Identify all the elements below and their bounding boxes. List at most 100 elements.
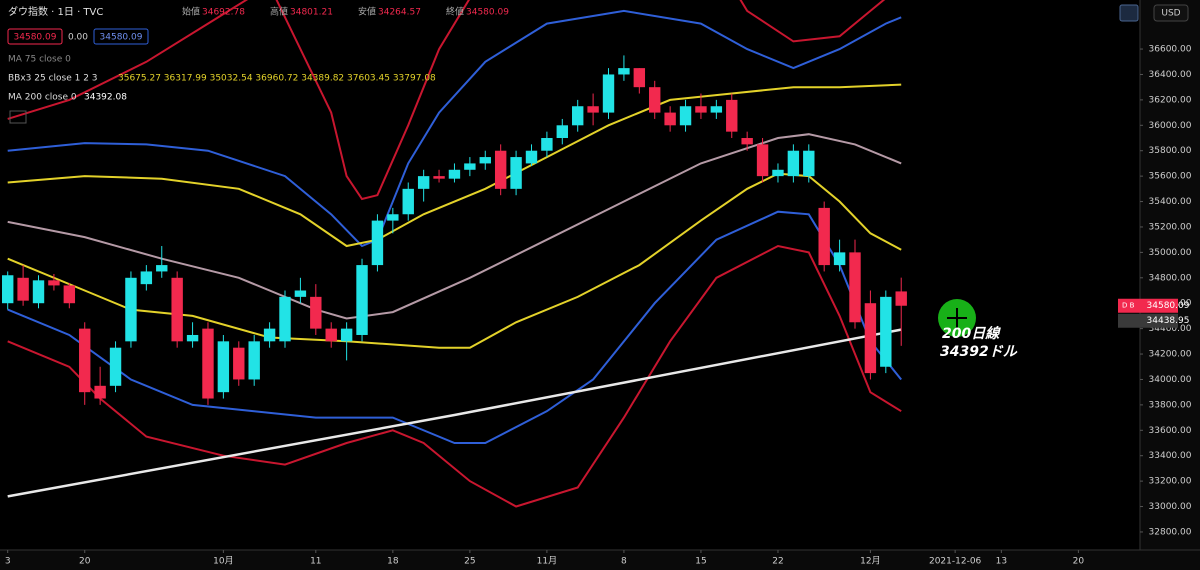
y-tick-label: 33400.00	[1149, 451, 1192, 461]
candle-body	[741, 138, 753, 145]
bid: 34580.09	[14, 33, 57, 43]
candle-body	[464, 163, 476, 170]
y-tick-label: 33800.00	[1149, 400, 1192, 410]
candle-body	[556, 125, 568, 139]
candle-body	[618, 68, 630, 75]
x-tick-label: 20	[79, 557, 91, 567]
ohlc-value: 34580.09	[466, 8, 509, 18]
indicator-line	[7, 328, 902, 498]
candle-body	[125, 277, 137, 342]
candle-body	[756, 144, 769, 177]
candle-body	[417, 176, 430, 189]
candle-body	[63, 285, 76, 304]
indicator-line	[7, 0, 886, 201]
ohlc-value: 34801.21	[290, 8, 333, 18]
candle-body	[371, 220, 384, 266]
x-tick-label: 20	[1073, 557, 1085, 567]
candle-body	[649, 87, 661, 113]
indicator-line	[7, 210, 902, 444]
time-axis-panel	[0, 550, 1200, 570]
candle-body	[94, 385, 106, 399]
candle-body	[233, 347, 245, 380]
candle-body	[217, 341, 230, 393]
ohlc-label: 終値	[446, 6, 464, 18]
candle-body	[602, 74, 615, 113]
y-tick-label: 33200.00	[1149, 477, 1192, 487]
indicator-label: BBx3 25 close 1 2 3	[8, 74, 98, 84]
price-flag-value: 34580.09	[1147, 301, 1190, 311]
x-tick-label: 2021-12-06	[929, 557, 982, 567]
symbol: ダウ指数 · 1日 · TVC	[8, 5, 103, 18]
candle-body	[479, 157, 491, 164]
plot-area	[2, 0, 907, 508]
indicator-label: MA 75 close 0	[8, 55, 71, 65]
candle-body	[32, 280, 45, 304]
candle-body	[864, 303, 877, 374]
y-tick-label: 36000.00	[1149, 121, 1192, 131]
ohlc-legend: 始値 34692.78 高値 34801.21 安値 34264.57 終値 34580.09	[182, 6, 509, 18]
spread: 0.00	[68, 33, 88, 43]
settings-button[interactable]	[1119, 4, 1139, 22]
y-tick-label: 32800.00	[1149, 527, 1192, 537]
candle-body	[772, 169, 784, 177]
y-tick-label: 35000.00	[1149, 248, 1192, 258]
indicator-values: 34392.08	[84, 93, 127, 103]
y-tick-label: 34200.00	[1149, 350, 1192, 360]
candle-body	[448, 169, 461, 179]
y-tick-label: 34800.00	[1149, 273, 1192, 283]
candle-body	[664, 112, 676, 126]
candle-body	[510, 157, 522, 189]
candle-body	[263, 328, 276, 342]
indicator-line	[7, 83, 902, 248]
x-tick-label: 15	[695, 557, 706, 567]
indicator-line	[7, 9, 902, 248]
candle-body	[679, 106, 692, 126]
candle-body	[186, 334, 199, 342]
candle-body	[726, 99, 738, 132]
ohlc-label: 高値	[270, 6, 288, 18]
candle-body	[325, 328, 337, 342]
y-tick-label: 34400.00	[1149, 324, 1192, 334]
ohlc-value: 34264.57	[378, 8, 421, 18]
y-tick-label: 33000.00	[1149, 502, 1192, 512]
candle-body	[279, 296, 291, 342]
candle-body	[695, 106, 707, 113]
candle-body	[833, 252, 846, 266]
candle-body	[572, 106, 584, 126]
price-flag-label: D B	[1122, 302, 1135, 310]
x-tick-label: 3	[5, 557, 11, 567]
candle-body	[79, 328, 91, 393]
candle-body	[356, 265, 368, 335]
currency-box[interactable]	[1153, 4, 1189, 22]
y-tick-label: 35200.00	[1149, 222, 1192, 232]
x-tick-label: 12月	[860, 556, 880, 567]
candle-body	[710, 106, 723, 113]
y-tick-label: 36600.00	[1149, 45, 1192, 55]
x-tick-label: 11月	[537, 556, 557, 567]
indicator-line	[7, 133, 902, 320]
candle-body	[310, 296, 322, 329]
y-tick-label: 36400.00	[1149, 70, 1192, 80]
collapse-button[interactable]	[9, 110, 27, 124]
candle-body	[803, 150, 815, 177]
candle-body	[433, 176, 445, 179]
bid-box	[7, 28, 63, 45]
candle-body	[17, 277, 29, 301]
x-tick-label: 18	[387, 557, 399, 567]
ask-box	[93, 28, 149, 45]
candle-body	[387, 214, 399, 221]
y-tick-label: 35400.00	[1149, 197, 1192, 207]
y-tick-label: 34000.00	[1149, 375, 1192, 385]
candle-body	[109, 347, 122, 386]
annotation: 34392ドル	[940, 344, 1018, 360]
indicator-values: 35675.27 36317.99 35032.54 36960.72 3438…	[118, 74, 436, 84]
indicator-label: MA 200 close 0	[8, 93, 77, 103]
candle-body	[525, 150, 538, 164]
x-tick-label: 10月	[213, 556, 233, 567]
candle-body	[849, 252, 861, 323]
candle-body	[541, 138, 553, 151]
candle-body	[402, 188, 414, 215]
candle-body	[48, 280, 60, 286]
candle-body	[633, 68, 646, 88]
x-tick-label: 8	[621, 557, 627, 567]
